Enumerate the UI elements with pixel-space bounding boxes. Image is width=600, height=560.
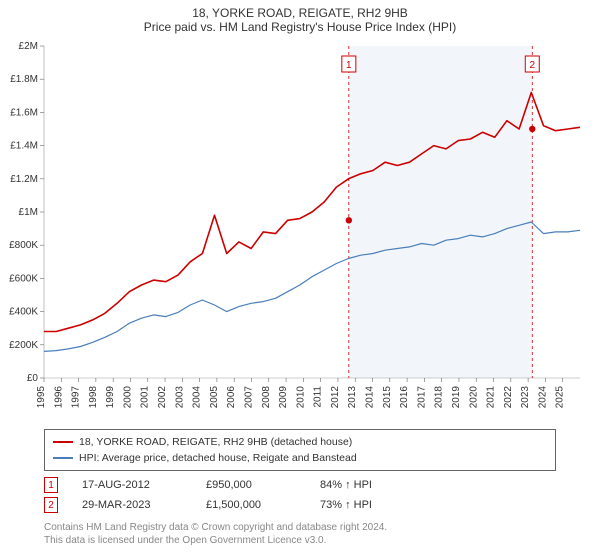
svg-text:2022: 2022: [503, 386, 514, 409]
svg-text:2012: 2012: [330, 386, 341, 409]
svg-text:2020: 2020: [468, 386, 479, 409]
svg-text:2000: 2000: [122, 386, 133, 409]
legend-label: 18, YORKE ROAD, REIGATE, RH2 9HB (detach…: [79, 434, 352, 450]
svg-text:£0: £0: [27, 373, 39, 384]
svg-text:£800K: £800K: [9, 240, 38, 251]
svg-text:£1.8M: £1.8M: [10, 74, 38, 85]
svg-text:2010: 2010: [295, 386, 306, 409]
svg-text:2024: 2024: [537, 386, 548, 409]
svg-text:1999: 1999: [105, 386, 116, 409]
transactions: 1 17-AUG-2012 £950,000 84% ↑ HPI 2 29-MA…: [44, 475, 556, 515]
svg-text:£1.2M: £1.2M: [10, 174, 38, 185]
svg-text:2013: 2013: [347, 386, 358, 409]
tx-date: 17-AUG-2012: [82, 479, 182, 491]
svg-text:2005: 2005: [209, 386, 220, 409]
svg-text:1998: 1998: [88, 386, 99, 409]
svg-text:2023: 2023: [520, 386, 531, 409]
svg-text:2011: 2011: [313, 386, 324, 408]
page-subtitle: Price paid vs. HM Land Registry's House …: [0, 20, 600, 38]
svg-text:2014: 2014: [365, 386, 376, 409]
legend-label: HPI: Average price, detached house, Reig…: [79, 450, 357, 466]
svg-text:2006: 2006: [226, 386, 237, 409]
svg-text:2025: 2025: [555, 386, 566, 409]
svg-text:£1M: £1M: [19, 207, 38, 218]
svg-text:2007: 2007: [243, 386, 254, 409]
svg-text:2008: 2008: [261, 386, 272, 409]
legend: 18, YORKE ROAD, REIGATE, RH2 9HB (detach…: [44, 429, 556, 471]
legend-swatch: [53, 441, 73, 443]
svg-text:1997: 1997: [71, 386, 82, 409]
tx-marker-icon: 2: [44, 497, 58, 513]
legend-swatch: [53, 457, 73, 459]
transaction-row: 1 17-AUG-2012 £950,000 84% ↑ HPI: [44, 475, 556, 495]
svg-text:2018: 2018: [434, 386, 445, 409]
svg-text:£200K: £200K: [9, 340, 38, 351]
footer: Contains HM Land Registry data © Crown c…: [44, 521, 556, 547]
svg-text:1995: 1995: [36, 386, 47, 409]
footer-line: Contains HM Land Registry data © Crown c…: [44, 521, 556, 534]
svg-text:2004: 2004: [192, 386, 203, 409]
svg-text:2: 2: [529, 60, 535, 71]
tx-date: 29-MAR-2023: [82, 499, 182, 511]
svg-text:£1.4M: £1.4M: [10, 141, 38, 152]
svg-text:1: 1: [346, 60, 352, 71]
tx-hpi: 73% ↑ HPI: [320, 499, 440, 511]
svg-text:2002: 2002: [157, 386, 168, 409]
legend-row-property: 18, YORKE ROAD, REIGATE, RH2 9HB (detach…: [53, 434, 547, 450]
price-chart: £0 £200K £400K £600K £800K £1M £1.2M £1.4M £1.6M…: [0, 38, 600, 423]
footer-line: This data is licensed under the Open Gov…: [44, 534, 556, 547]
svg-text:2019: 2019: [451, 386, 462, 409]
svg-text:1996: 1996: [53, 386, 64, 409]
svg-text:2016: 2016: [399, 386, 410, 409]
legend-row-hpi: HPI: Average price, detached house, Reig…: [53, 450, 547, 466]
page-title: 18, YORKE ROAD, REIGATE, RH2 9HB: [0, 0, 600, 20]
svg-text:2001: 2001: [140, 386, 151, 409]
svg-text:2021: 2021: [486, 386, 497, 409]
svg-text:2003: 2003: [174, 386, 185, 409]
tx-price: £1,500,000: [206, 499, 296, 511]
svg-text:£400K: £400K: [9, 307, 38, 318]
tx-hpi: 84% ↑ HPI: [320, 479, 440, 491]
svg-text:£2M: £2M: [19, 41, 38, 52]
tx-price: £950,000: [206, 479, 296, 491]
svg-text:2009: 2009: [278, 386, 289, 409]
svg-text:2017: 2017: [416, 386, 427, 409]
svg-text:£600K: £600K: [9, 273, 38, 284]
tx-marker-icon: 1: [44, 477, 58, 493]
svg-text:£1.6M: £1.6M: [10, 107, 38, 118]
transaction-row: 2 29-MAR-2023 £1,500,000 73% ↑ HPI: [44, 495, 556, 515]
svg-text:2015: 2015: [382, 386, 393, 409]
